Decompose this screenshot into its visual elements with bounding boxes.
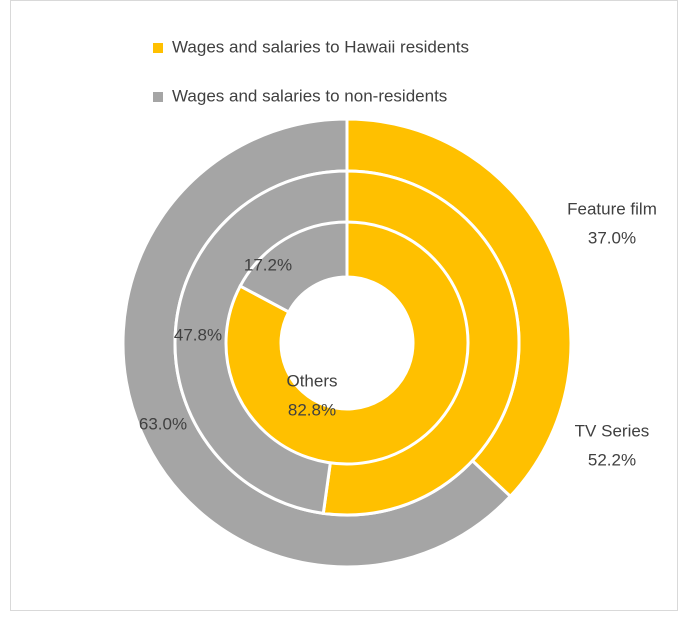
donut-slice xyxy=(238,220,349,314)
legend-swatch xyxy=(153,43,163,53)
data-label: 82.8% xyxy=(288,400,336,419)
legend-label: Wages and salaries to non-residents xyxy=(172,86,447,105)
category-label: Feature film xyxy=(567,199,657,218)
category-label: TV Series xyxy=(575,421,650,440)
category-label: Others xyxy=(286,371,337,390)
legend-swatch xyxy=(153,92,163,102)
data-label: 47.8% xyxy=(174,325,222,344)
data-label: 52.2% xyxy=(588,450,636,469)
data-label: 37.0% xyxy=(588,228,636,247)
data-label: 17.2% xyxy=(244,255,292,274)
legend-label: Wages and salaries to Hawaii residents xyxy=(172,37,469,56)
data-label: 63.0% xyxy=(139,414,187,433)
donut-slice xyxy=(224,220,470,466)
